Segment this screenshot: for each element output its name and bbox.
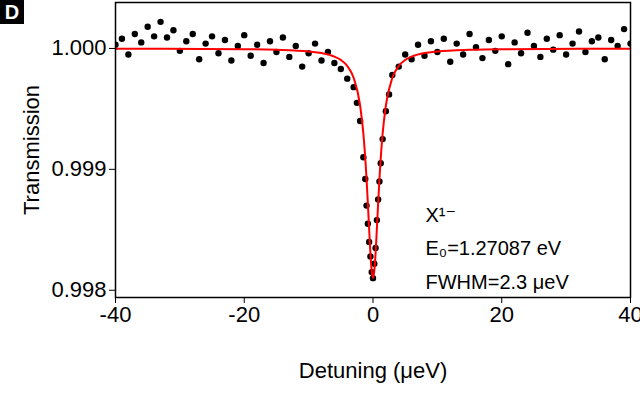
svg-text:-40: -40: [100, 302, 132, 327]
svg-text:-20: -20: [228, 302, 260, 327]
svg-text:Transmission: Transmission: [19, 85, 44, 215]
svg-text:40: 40: [618, 302, 640, 327]
svg-text:X¹⁻: X¹⁻: [426, 204, 457, 226]
svg-text:0.998: 0.998: [51, 277, 106, 302]
svg-text:0.999: 0.999: [51, 156, 106, 181]
svg-text:E₀=1.27087 eV: E₀=1.27087 eV: [426, 237, 562, 259]
svg-text:Detuning (μeV): Detuning (μeV): [299, 358, 447, 383]
svg-text:1.000: 1.000: [51, 35, 106, 60]
svg-text:FWHM=2.3 μeV: FWHM=2.3 μeV: [426, 271, 570, 293]
svg-text:0: 0: [367, 302, 379, 327]
html-text:D: D: [4, 1, 20, 23]
svg-text:20: 20: [490, 302, 514, 327]
